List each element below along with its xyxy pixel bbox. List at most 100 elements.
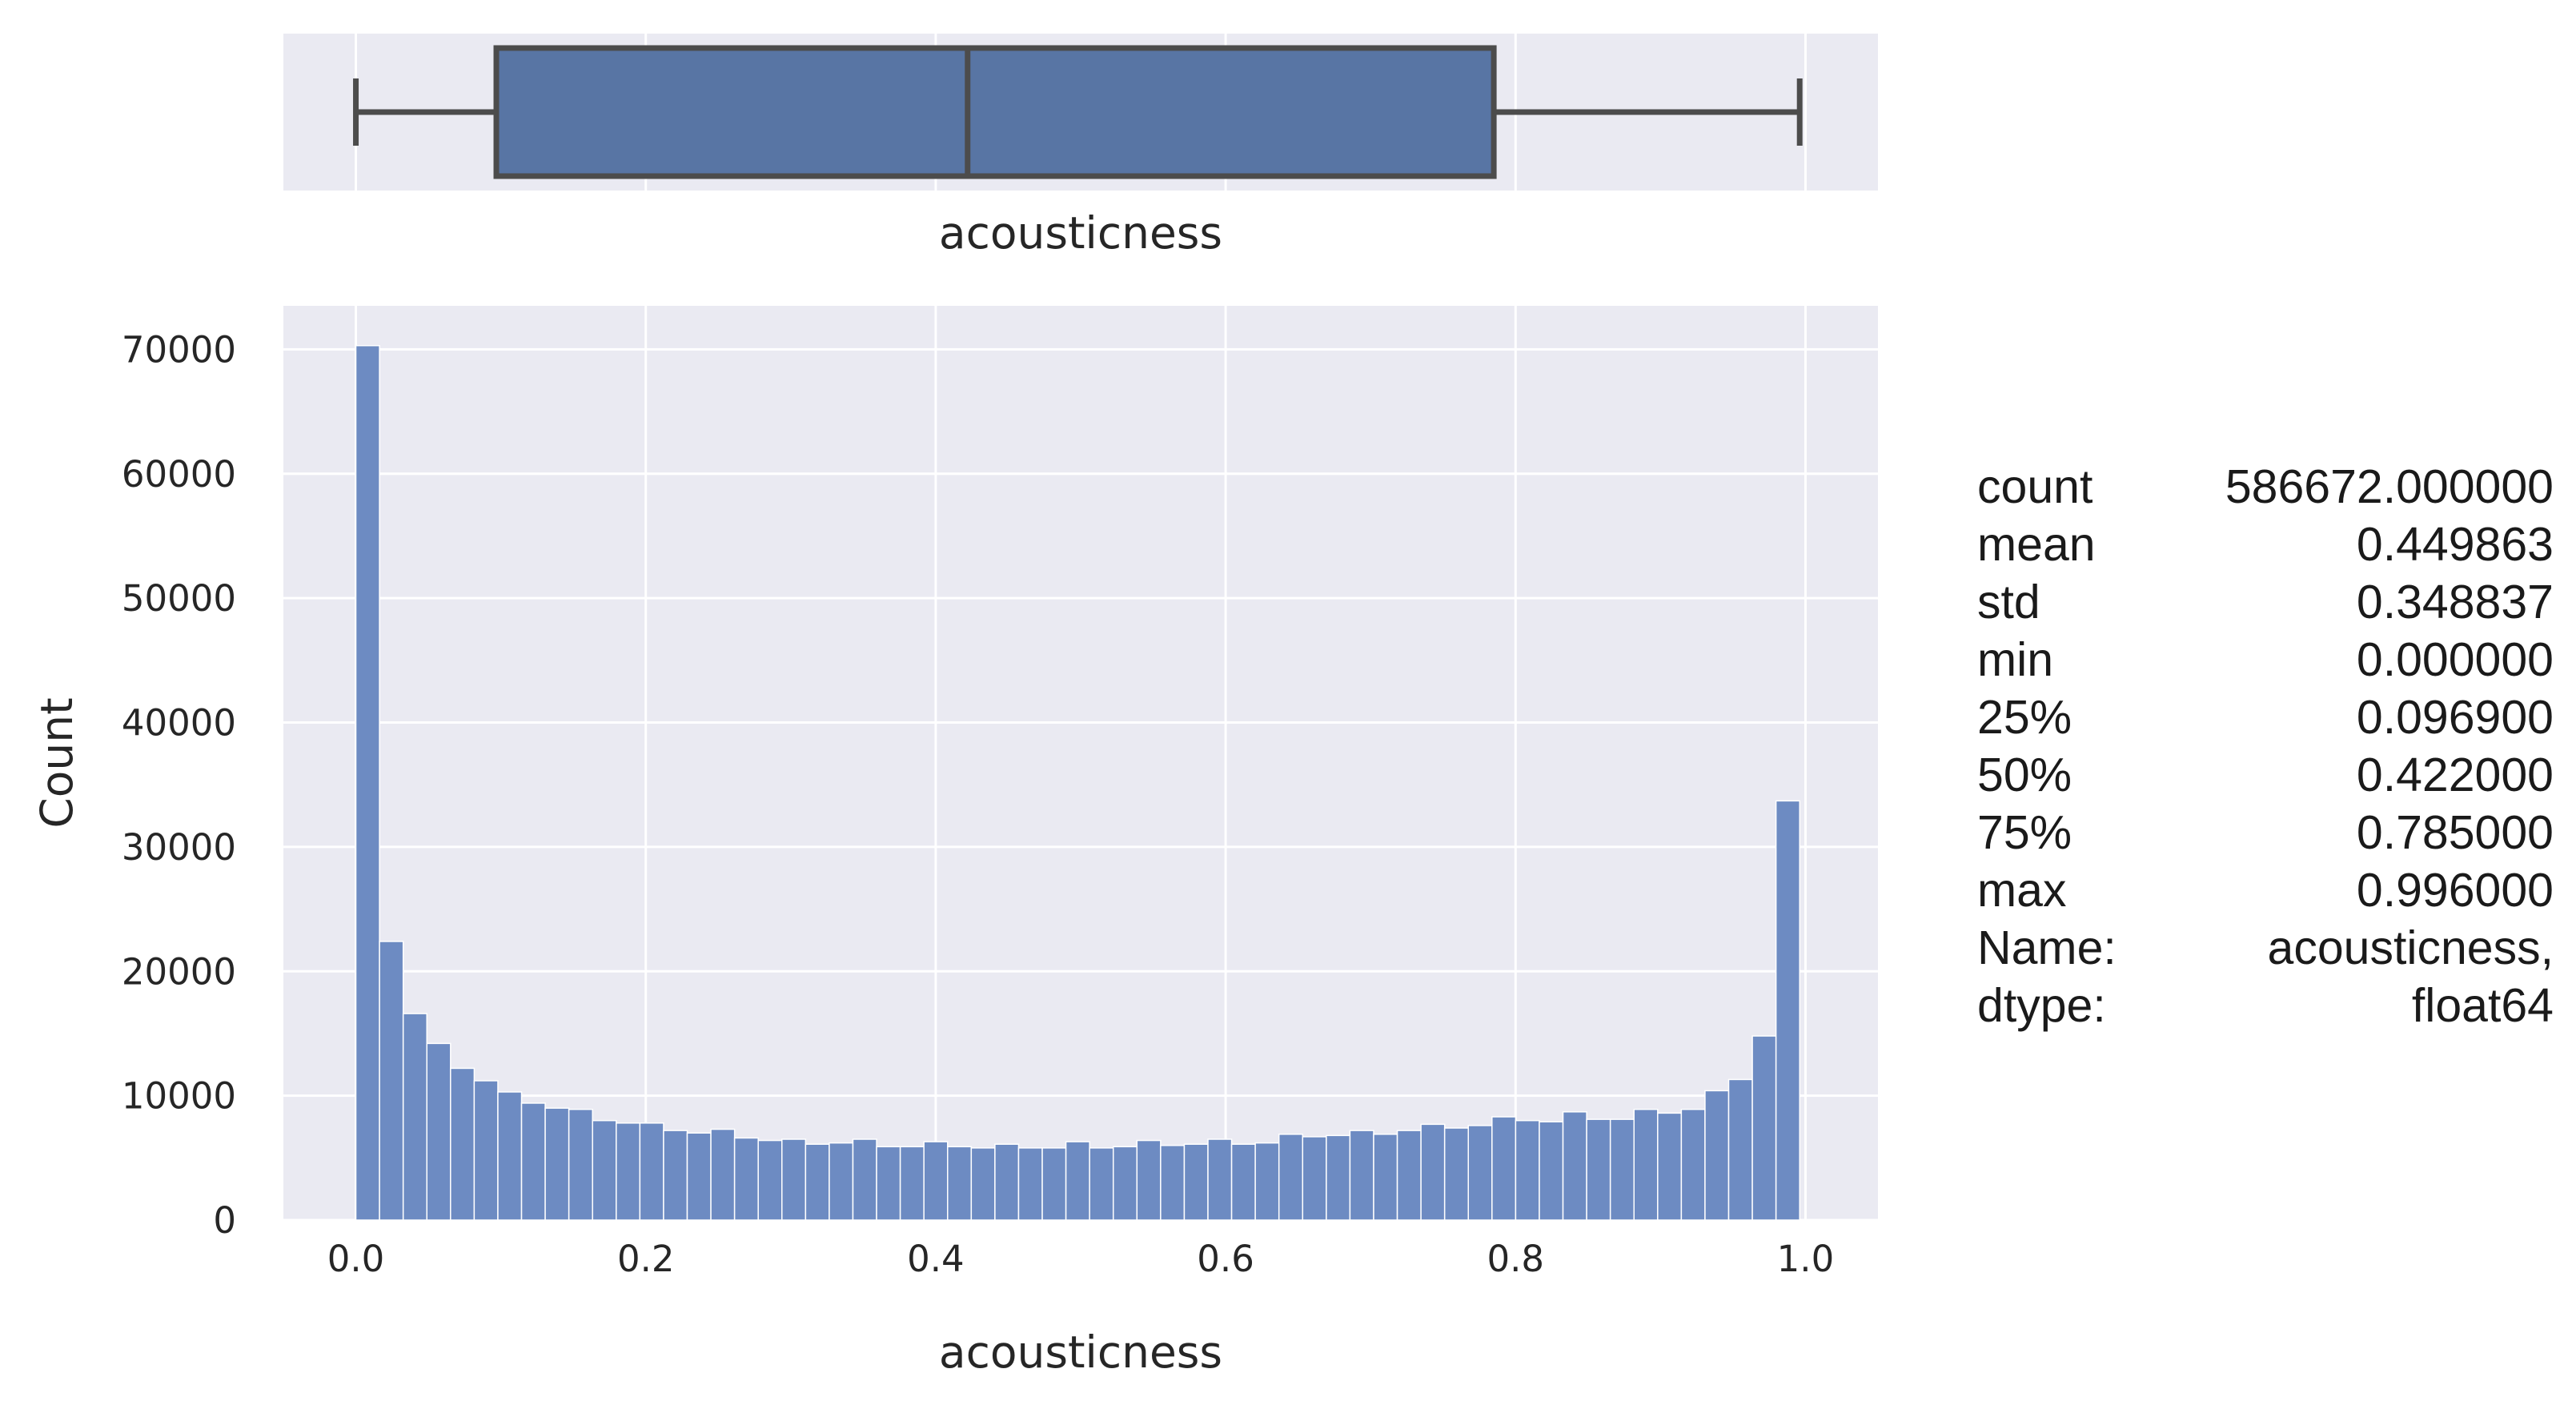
histogram-x-axis-label: acousticness (939, 1327, 1222, 1378)
histogram-bar (616, 1122, 641, 1221)
histogram-bar (947, 1146, 973, 1221)
boxplot-x-axis-label: acousticness (939, 207, 1222, 259)
stat-value: 0.449863 (2356, 518, 2554, 571)
stat-row: max 0.996000 (1977, 861, 2554, 919)
histogram-bar (1089, 1147, 1114, 1221)
stat-row: dtype: float64 (1977, 977, 2554, 1034)
histogram-bar (1539, 1121, 1564, 1221)
x-tick-label: 1.0 (1777, 1238, 1835, 1280)
histogram-bar (1775, 800, 1800, 1221)
histogram-bar (402, 1013, 428, 1221)
histogram-bar (710, 1128, 736, 1221)
histogram-bar (1302, 1136, 1327, 1221)
histogram-bar (876, 1146, 901, 1221)
histogram-bar (1041, 1147, 1067, 1221)
histogram-bar (970, 1147, 996, 1221)
histogram-bar (852, 1138, 877, 1221)
histogram-bar (426, 1042, 451, 1221)
stat-row: 75% 0.785000 (1977, 804, 2554, 861)
stat-value: 0.422000 (2356, 749, 2554, 801)
y-tick-label: 30000 (122, 826, 236, 869)
stat-key: 50% (1977, 749, 2072, 801)
stat-key: count (1977, 460, 2093, 513)
stat-row: 50% 0.422000 (1977, 746, 2554, 804)
histogram-bars (355, 344, 1800, 1221)
histogram-bar (1704, 1090, 1730, 1221)
histogram-bar (1515, 1119, 1540, 1221)
histogram-y-tick-labels: 0 10000 20000 30000 40000 50000 60000 70000 (122, 328, 236, 1242)
histogram-bar (1112, 1146, 1138, 1221)
histogram-bar (1183, 1143, 1209, 1221)
stat-key: max (1977, 864, 2067, 917)
stat-value: 0.096900 (2356, 691, 2554, 744)
histogram-bar (781, 1138, 807, 1221)
stat-value: acousticness, (2267, 921, 2554, 974)
histogram-bar (686, 1132, 712, 1221)
histogram-bar (1657, 1112, 1683, 1221)
histogram-bar (544, 1107, 570, 1221)
stat-row: std 0.348837 (1977, 573, 2554, 631)
histogram-bar (1254, 1142, 1280, 1221)
histogram-bar (899, 1146, 925, 1221)
histogram-bar (757, 1139, 783, 1221)
histogram-bar (568, 1108, 593, 1221)
histogram-bar (1443, 1127, 1470, 1221)
stat-row: count 586672.000000 (1977, 458, 2554, 516)
stat-value: float64 (2411, 979, 2554, 1032)
histogram-bar (473, 1080, 499, 1221)
histogram-bar (1633, 1108, 1659, 1221)
x-tick-label: 0.4 (907, 1238, 965, 1280)
stat-value: 0.348837 (2356, 576, 2554, 628)
histogram-bar (804, 1143, 830, 1221)
histogram-bar (829, 1142, 854, 1221)
stat-key: dtype: (1977, 979, 2106, 1032)
stat-row: 25% 0.096900 (1977, 688, 2554, 746)
histogram-bar (520, 1102, 546, 1221)
histogram-bar (1586, 1118, 1611, 1221)
stat-key: min (1977, 633, 2054, 686)
histogram-bar (1751, 1035, 1777, 1221)
histogram-bar (450, 1067, 475, 1221)
y-tick-label: 20000 (122, 950, 236, 993)
stat-value: 586672.000000 (2225, 460, 2554, 513)
histogram-bar (1017, 1147, 1043, 1221)
x-tick-label: 0.2 (617, 1238, 675, 1280)
histogram-bar (733, 1137, 759, 1221)
histogram-bar (1680, 1108, 1706, 1221)
histogram-bar (1420, 1123, 1446, 1221)
stat-key: mean (1977, 518, 2096, 571)
histogram-bar (1609, 1118, 1635, 1221)
histogram-x-tick-labels: 0.0 0.2 0.4 0.6 0.8 1.0 (327, 1238, 1834, 1280)
y-tick-label: 60000 (122, 453, 236, 496)
x-tick-label: 0.8 (1487, 1238, 1544, 1280)
histogram-bar (1326, 1134, 1351, 1221)
stat-key: 75% (1977, 806, 2072, 859)
stat-value: 0.996000 (2356, 864, 2554, 917)
y-tick-label: 50000 (122, 577, 236, 620)
y-tick-label: 70000 (122, 328, 236, 371)
stat-row: Name: acousticness, (1977, 919, 2554, 977)
y-tick-label: 10000 (122, 1075, 236, 1118)
stat-value: 0.785000 (2356, 806, 2554, 859)
histogram-bar (1727, 1078, 1753, 1221)
summary-statistics: count 586672.000000 mean 0.449863 std 0.34883… (1977, 458, 2554, 1034)
histogram-bar (923, 1141, 949, 1221)
histogram-bar (663, 1130, 688, 1221)
histogram-bar (1065, 1141, 1090, 1221)
histogram-bar (1207, 1138, 1233, 1221)
histogram-bar (1160, 1145, 1186, 1221)
histogram-y-axis-label: Count (31, 697, 82, 828)
histogram-bar (1396, 1130, 1422, 1221)
histogram-bar (1562, 1111, 1587, 1221)
histogram-background (283, 306, 1878, 1220)
stat-row: min 0.000000 (1977, 631, 2554, 688)
histogram-axes: 0.0 0.2 0.4 0.6 0.8 1.0 0 10000 20000 30000 40000… (31, 306, 1878, 1378)
histogram-bar (1349, 1130, 1374, 1221)
histogram-bar (1136, 1139, 1162, 1221)
histogram-bar (1278, 1134, 1304, 1221)
stat-key: 25% (1977, 691, 2072, 744)
histogram-bar (1373, 1134, 1398, 1221)
x-tick-label: 0.6 (1197, 1238, 1254, 1280)
histogram-bar (379, 941, 404, 1221)
